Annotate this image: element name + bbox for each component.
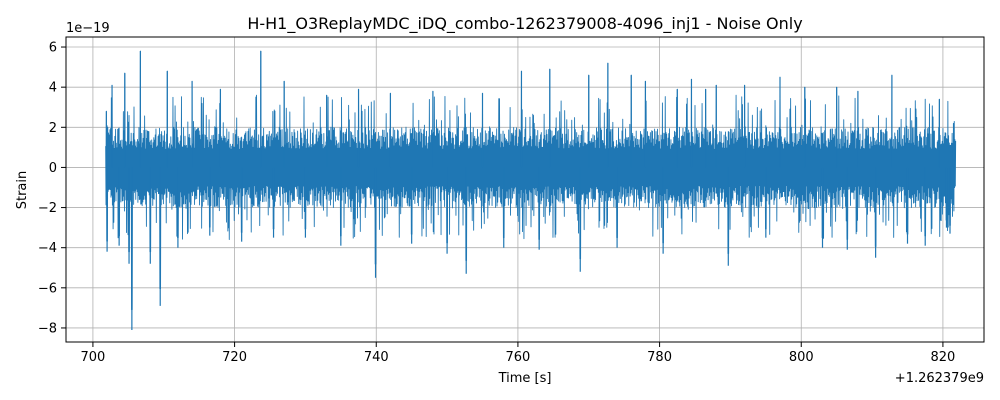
- y-tick-label: −2: [38, 201, 57, 216]
- y-tick-label: 0: [49, 161, 57, 176]
- y-axis-multiplier: 1e−19: [66, 21, 110, 36]
- y-tick-label: 6: [49, 41, 57, 56]
- x-tick-label: 760: [506, 350, 531, 365]
- y-tick-label: −6: [38, 281, 57, 296]
- x-axis-label: Time [s]: [498, 371, 552, 386]
- x-tick-label: 800: [789, 350, 814, 365]
- x-tick-label: 740: [364, 350, 389, 365]
- y-tick-label: −8: [38, 321, 57, 336]
- x-tick-label: 820: [931, 350, 956, 365]
- y-tick-label: −4: [38, 241, 57, 256]
- y-axis-label: Strain: [15, 171, 30, 210]
- y-tick-label: 4: [49, 81, 57, 96]
- y-tick-label: 2: [49, 121, 57, 136]
- tick-layer: 700 720 740 760 780 800 820 −8 −6 −4 −2 0 2 4 6: [38, 41, 956, 365]
- x-axis-offset: +1.262379e9: [895, 371, 984, 386]
- strain-series-line: [105, 50, 957, 311]
- x-tick-label: 780: [647, 350, 672, 365]
- x-tick-label: 700: [81, 350, 106, 365]
- plot-frame: [65, 36, 985, 343]
- x-tick-label: 720: [222, 350, 247, 365]
- chart-title: H-H1_O3ReplayMDC_iDQ_combo-1262379008-40…: [247, 14, 802, 34]
- data-layer: [105, 50, 957, 330]
